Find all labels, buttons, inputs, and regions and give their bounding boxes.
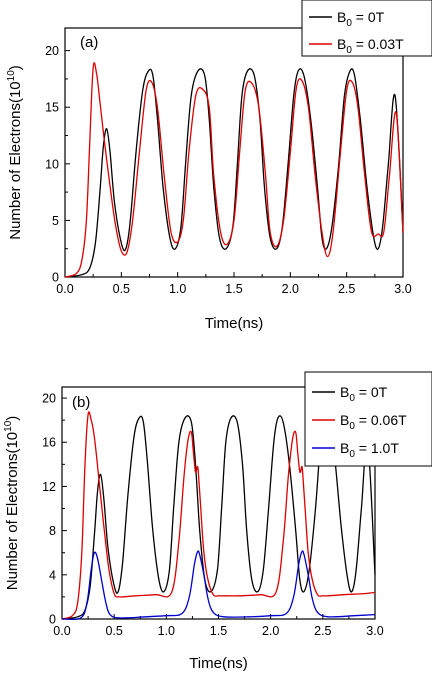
y-axis-title: Number of Electrons(1010) (3, 416, 21, 591)
panel-label: (b) (72, 394, 90, 411)
x-tick-label: 2.5 (338, 282, 355, 296)
y-tick-label: 10 (45, 157, 59, 171)
y-tick-label: 16 (42, 436, 56, 450)
series-line-1 (61, 411, 376, 620)
legend-label-1: B0 = 0.03T (337, 36, 404, 56)
x-axis-title: Time(ns) (189, 655, 248, 672)
legend-label-0: B0 = 0T (340, 384, 388, 404)
x-tick-label: 1.5 (210, 624, 227, 638)
x-tick-label: 2.0 (282, 282, 299, 296)
plot-frame (64, 27, 404, 278)
panel-label: (a) (80, 34, 98, 51)
y-tick-label: 20 (42, 392, 56, 406)
y-tick-label: 0 (49, 613, 56, 627)
x-tick-label: 0.0 (56, 282, 73, 296)
legend-box (304, 371, 432, 467)
y-tick-label: 12 (42, 480, 56, 494)
x-tick-label: 3.0 (366, 624, 383, 638)
series-line-1 (64, 62, 404, 278)
chart-panel-b: 0.0 0.5 1.0 1.5 2.0 2.5 3.0 0 4 8 12 16 20 (b) Time(ns… (3, 371, 432, 672)
x-axis-title: Time(ns) (205, 315, 264, 332)
x-tick-label: 2.0 (262, 624, 279, 638)
x-tick-label: 1.0 (169, 282, 186, 296)
x-tick-label: 0.0 (53, 624, 70, 638)
y-tick-label: 0 (52, 271, 59, 285)
x-tick-label: 1.0 (158, 624, 175, 638)
y-tick-label: 20 (45, 44, 59, 58)
legend-box (301, 0, 432, 57)
y-axis-title: Number of Electrons(1010) (6, 65, 24, 240)
legend-label-0: B0 = 0T (337, 9, 385, 29)
y-tick-label: 4 (49, 568, 56, 582)
legend-label-2: B0 = 1.0T (340, 440, 399, 460)
x-tick-label: 3.0 (394, 282, 411, 296)
x-tick-label: 2.5 (314, 624, 331, 638)
y-tick-label: 15 (45, 101, 59, 115)
y-tick-label: 5 (52, 214, 59, 228)
chart-panel-a: 0.0 0.5 1.0 1.5 2.0 2.5 3.0 0 5 10 15 20 (a) Time(ns)… (6, 0, 432, 332)
legend-label-1: B0 = 0.06T (340, 412, 407, 432)
y-tick-label: 8 (49, 524, 56, 538)
x-tick-label: 0.5 (113, 282, 130, 296)
series-line-2 (61, 550, 376, 621)
x-tick-label: 1.5 (225, 282, 242, 296)
series-line-0 (64, 68, 404, 278)
x-tick-label: 0.5 (105, 624, 122, 638)
